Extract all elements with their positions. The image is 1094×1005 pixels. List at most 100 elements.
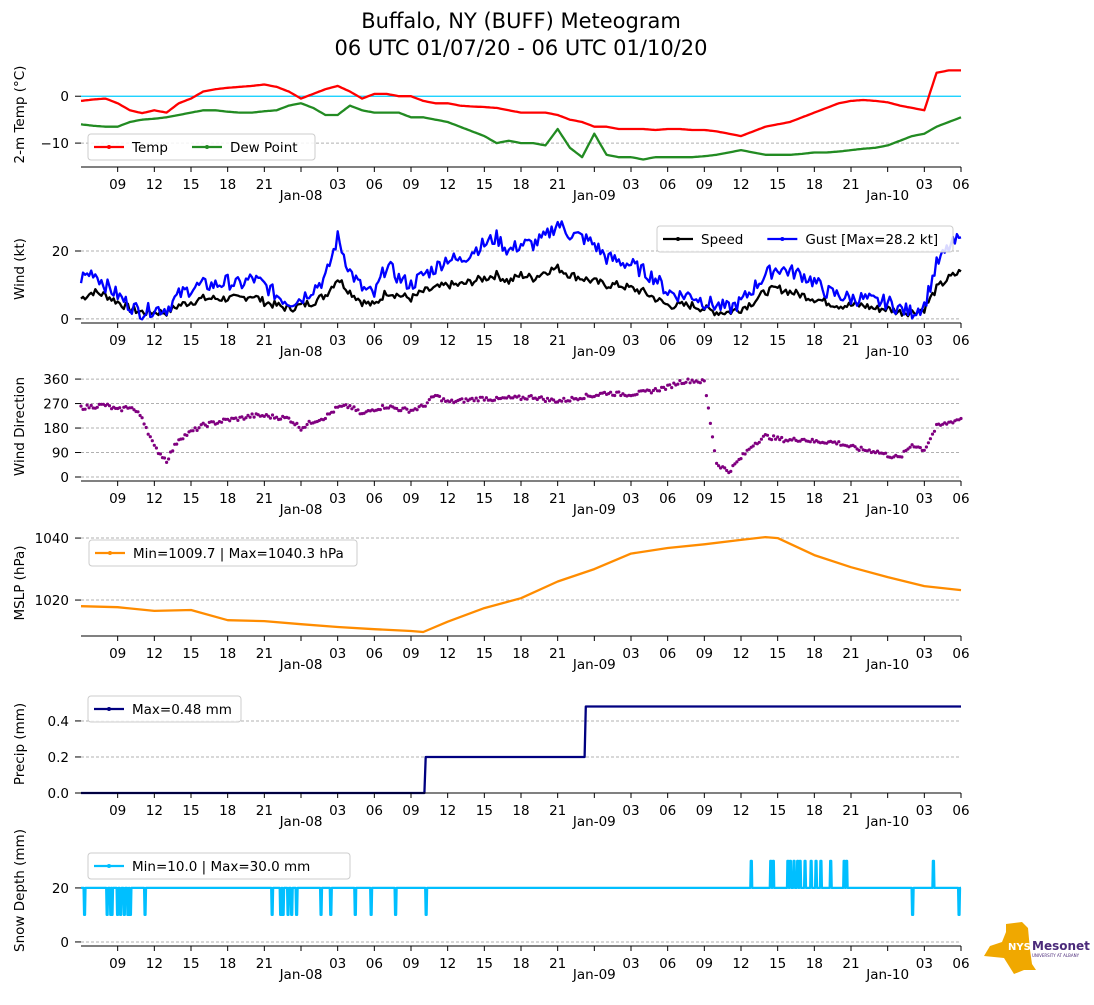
- wind-direction-point: [535, 397, 539, 402]
- y-tick-label: 0: [60, 89, 69, 105]
- x-tick-label: 18: [219, 333, 236, 349]
- wind-direction-point: [352, 405, 356, 409]
- wind-direction-point: [89, 403, 93, 407]
- wind-direction-point: [193, 426, 197, 430]
- x-tick-label: 03: [329, 491, 346, 507]
- x-tick-label: 09: [109, 177, 126, 193]
- x-date-label: Jan-08: [279, 502, 323, 518]
- new-york-state-shape-icon: [984, 922, 1036, 974]
- wind-direction-point: [562, 396, 566, 400]
- x-tick-label: 15: [769, 333, 786, 349]
- x-tick-label: 03: [916, 333, 933, 349]
- x-tick-label: 06: [659, 646, 676, 662]
- wind-direction-point: [140, 416, 144, 420]
- x-tick-label: 15: [769, 956, 786, 972]
- wind-direction-point: [757, 440, 761, 444]
- x-tick-label: 09: [402, 177, 419, 193]
- y-tick-label: 270: [43, 397, 69, 413]
- wind-direction-point: [837, 440, 841, 444]
- wind-direction-point: [647, 388, 651, 393]
- wind-direction-point: [684, 380, 688, 384]
- x-tick-label: 21: [256, 803, 273, 819]
- wind-direction-point: [442, 397, 446, 401]
- x-tick-label: 21: [842, 646, 859, 662]
- x-tick-label: 12: [732, 803, 749, 819]
- wind-direction-point: [144, 425, 148, 430]
- x-tick-label: 09: [109, 803, 126, 819]
- x-tick-label: 18: [512, 803, 529, 819]
- wind-direction-point: [519, 397, 523, 402]
- wind-direction-point: [617, 390, 621, 394]
- x-tick-label: 12: [439, 333, 456, 349]
- x-date-label: Jan-08: [279, 814, 323, 830]
- x-tick-label: 15: [476, 177, 493, 193]
- legend-marker: [108, 551, 112, 555]
- x-tick-label: 12: [439, 491, 456, 507]
- wind-direction-point: [776, 435, 780, 439]
- x-tick-label: 21: [256, 956, 273, 972]
- wind-direction-point: [299, 428, 303, 432]
- series-line-min-10-0-max-30-0-mm: [81, 859, 962, 917]
- wind-direction-point: [250, 412, 254, 416]
- x-tick-label: 12: [439, 803, 456, 819]
- wind-direction-point: [152, 443, 156, 447]
- wind-direction-point: [547, 399, 552, 403]
- wind-direction-point: [657, 389, 662, 393]
- x-tick-label: 03: [916, 956, 933, 972]
- wind-direction-point: [613, 393, 617, 398]
- y-tick-label: 20: [52, 881, 69, 897]
- x-tick-label: 21: [256, 333, 273, 349]
- x-tick-label: 06: [659, 956, 676, 972]
- x-date-label: Jan-09: [572, 814, 616, 830]
- wind-direction-point: [470, 396, 474, 400]
- x-tick-label: 09: [696, 491, 713, 507]
- x-tick-label: 15: [182, 333, 199, 349]
- wind-direction-point: [686, 377, 690, 381]
- logo-subtext: UNIVERSITY AT ALBANY: [1032, 953, 1080, 958]
- wind-direction-point: [774, 437, 778, 441]
- wind-direction-point: [833, 440, 837, 444]
- wind-direction-point: [529, 394, 533, 398]
- wind-direction-point: [346, 406, 350, 410]
- wind-direction-point: [415, 408, 419, 412]
- x-tick-label: 18: [219, 646, 236, 662]
- wind-direction-point: [460, 397, 464, 401]
- wind-direction-point: [303, 425, 307, 429]
- x-tick-label: 06: [952, 956, 969, 972]
- x-tick-label: 21: [256, 646, 273, 662]
- wind-direction-point: [702, 379, 706, 383]
- x-date-label: Jan-09: [572, 344, 616, 360]
- x-tick-label: 21: [549, 646, 566, 662]
- wind-direction-point: [240, 415, 244, 419]
- wind-direction-point: [690, 378, 694, 382]
- nys-mesonet-logo: NYS Mesonet UNIVERSITY AT ALBANY: [984, 922, 1090, 974]
- x-tick-label: 03: [622, 491, 639, 507]
- wind-direction-point: [717, 464, 721, 468]
- x-tick-label: 15: [182, 803, 199, 819]
- x-tick-label: 15: [769, 177, 786, 193]
- wind-direction-point: [932, 429, 937, 433]
- wind-direction-point: [867, 448, 871, 452]
- wind-direction-point: [951, 421, 955, 425]
- chart-title: Buffalo, NY (BUFF) Meteogram: [361, 9, 681, 33]
- wind-direction-point: [926, 441, 931, 445]
- wind-direction-point: [539, 395, 544, 399]
- x-tick-label: 09: [402, 956, 419, 972]
- x-tick-label: 21: [549, 956, 566, 972]
- wind-direction-point: [602, 390, 607, 394]
- wind-direction-point: [922, 448, 926, 452]
- x-date-label: Jan-09: [572, 967, 616, 983]
- wind-direction-point: [83, 407, 87, 411]
- wind-direction-point: [525, 397, 529, 401]
- y-tick-label: 0.2: [48, 750, 69, 766]
- y-tick-label: 0.4: [48, 714, 69, 730]
- wind-direction-point: [246, 413, 250, 417]
- wind-direction-point: [175, 442, 179, 446]
- wind-direction-point: [770, 438, 774, 442]
- x-date-label: Jan-09: [572, 188, 616, 204]
- x-tick-label: 18: [219, 803, 236, 819]
- wind-direction-point: [857, 448, 861, 452]
- x-tick-label: 06: [366, 333, 383, 349]
- wind-direction-point: [790, 438, 794, 442]
